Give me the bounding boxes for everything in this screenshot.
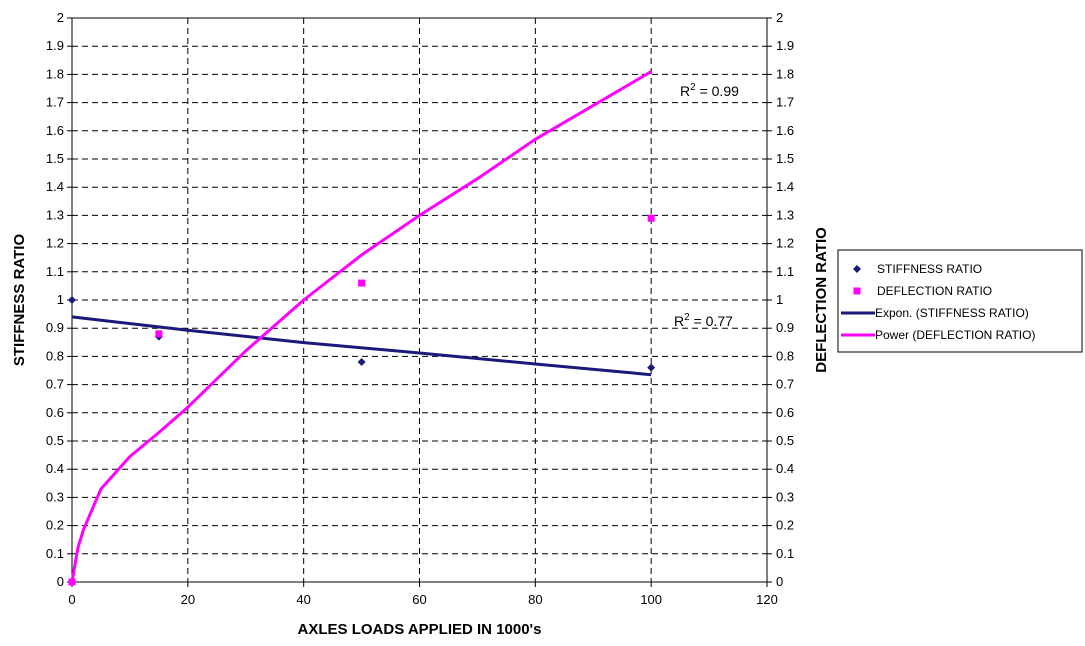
- y-axis-left-ticks: 0 0.1 0.2 0.3 0.4 0.5 0.6 0.7 0.8 0.9 1 1.1 1.2 1.3 1.…: [46, 10, 72, 589]
- y-axis-left-title: STIFFNESS RATIO: [11, 234, 28, 367]
- x-tick-label: 80: [528, 592, 542, 607]
- y-left-tick-label: 1.3: [46, 207, 64, 222]
- y-left-tick-label: 1.7: [46, 95, 64, 110]
- stiffness-point: [647, 363, 656, 372]
- legend: STIFFNESS RATIO DEFLECTION RATIO Expon. (S…: [837, 249, 1083, 353]
- y-left-tick-label: 1.2: [46, 236, 64, 251]
- y-right-tick-label: 0.5: [776, 433, 794, 448]
- grid-lines: [72, 18, 767, 582]
- r-squared-superscript: 2: [690, 82, 696, 93]
- y-right-tick-label: 0.3: [776, 489, 794, 504]
- y-right-tick-label: 1.8: [776, 66, 794, 81]
- y-left-tick-label: 0.8: [46, 348, 64, 363]
- x-axis-title: AXLES LOADS APPLIED IN 1000's: [298, 621, 542, 638]
- y-right-tick-label: 1.1: [776, 264, 794, 279]
- y-right-tick-label: 0: [776, 574, 783, 589]
- y-right-tick-label: 0.1: [776, 546, 794, 561]
- y-left-tick-label: 1: [57, 292, 64, 307]
- deflection-point: [358, 279, 366, 287]
- y-right-tick-label: 0.2: [776, 518, 794, 533]
- x-tick-label: 60: [412, 592, 426, 607]
- stiffness-point: [357, 358, 366, 367]
- legend-box: [837, 249, 1083, 353]
- legend-label: Expon. (STIFFNESS RATIO): [875, 306, 1029, 320]
- y-right-tick-label: 0.4: [776, 461, 794, 476]
- legend-label: STIFFNESS RATIO: [877, 262, 982, 276]
- r-squared-base: R: [680, 83, 690, 99]
- y-right-tick-label: 1.3: [776, 207, 794, 222]
- y-left-tick-label: 1.6: [46, 123, 64, 138]
- y-left-tick-label: 1.9: [46, 38, 64, 53]
- y-left-tick-label: 0.4: [46, 461, 64, 476]
- y-left-tick-label: 2: [57, 10, 64, 25]
- deflection-point: [155, 330, 163, 338]
- r-squared-superscript: 2: [684, 312, 690, 323]
- legend-marker-diamond: [853, 265, 861, 273]
- legend-marker-square: [853, 287, 861, 295]
- x-tick-label: 20: [181, 592, 195, 607]
- y-left-tick-label: 0.2: [46, 518, 64, 533]
- y-left-tick-label: 0.6: [46, 405, 64, 420]
- legend-label: Power (DEFLECTION RATIO): [875, 328, 1035, 342]
- y-left-tick-label: 0.7: [46, 377, 64, 392]
- y-left-tick-label: 1.4: [46, 179, 64, 194]
- y-right-tick-label: 0.8: [776, 348, 794, 363]
- y-left-tick-label: 0.3: [46, 489, 64, 504]
- y-axis-right-ticks: 0 0.1 0.2 0.3 0.4 0.5 0.6 0.7 0.8 0.9 1 1.1 1.2 1.3 1.…: [767, 10, 794, 589]
- y-right-tick-label: 0.7: [776, 377, 794, 392]
- data-points: [68, 214, 656, 586]
- y-right-tick-label: 1.9: [776, 38, 794, 53]
- y-right-tick-label: 1.5: [776, 151, 794, 166]
- y-right-tick-label: 1.6: [776, 123, 794, 138]
- y-left-tick-label: 0.5: [46, 433, 64, 448]
- y-left-tick-label: 1.1: [46, 264, 64, 279]
- r-squared-value: = 0.77: [690, 313, 733, 329]
- r-squared-base: R: [674, 313, 684, 329]
- y-right-tick-label: 2: [776, 10, 783, 25]
- legend-label: DEFLECTION RATIO: [877, 284, 992, 298]
- y-left-tick-label: 1.5: [46, 151, 64, 166]
- deflection-point: [647, 214, 655, 222]
- x-tick-label: 100: [640, 592, 662, 607]
- y-left-tick-label: 0.9: [46, 320, 64, 335]
- deflection-point: [68, 578, 76, 586]
- y-right-tick-label: 1.4: [776, 179, 794, 194]
- x-tick-label: 40: [296, 592, 310, 607]
- y-right-tick-label: 0.9: [776, 320, 794, 335]
- y-right-tick-label: 1.7: [776, 95, 794, 110]
- y-left-tick-label: 0: [57, 574, 64, 589]
- x-tick-label: 0: [68, 592, 75, 607]
- y-left-tick-label: 0.1: [46, 546, 64, 561]
- r-squared-label-stiffness: R2 = 0.77: [674, 312, 733, 329]
- y-right-tick-label: 1.2: [776, 236, 794, 251]
- x-axis-ticks: 0 20 40 60 80 100 120: [68, 582, 778, 607]
- x-tick-label: 120: [756, 592, 778, 607]
- y-right-tick-label: 1: [776, 292, 783, 307]
- r-squared-value: = 0.99: [696, 83, 739, 99]
- r-squared-label-deflection: R2 = 0.99: [680, 82, 739, 99]
- exponential-trendline-stiffness: [71, 315, 652, 377]
- y-right-tick-label: 0.6: [776, 405, 794, 420]
- y-left-tick-label: 1.8: [46, 66, 64, 81]
- stiffness-point: [68, 296, 76, 304]
- y-axis-right-title: DEFLECTION RATIO: [813, 227, 830, 373]
- trend-lines: [70, 70, 652, 583]
- power-trendline-deflection: [70, 70, 652, 583]
